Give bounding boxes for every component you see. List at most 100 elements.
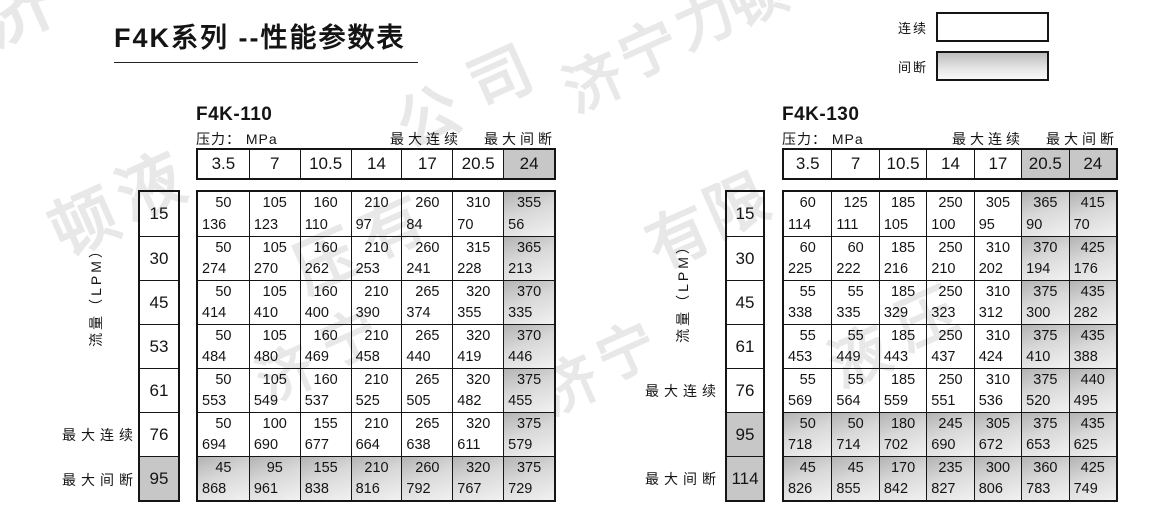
data-cell: 55 569 <box>784 368 832 412</box>
cell-bottom-value: 505 <box>406 393 431 410</box>
data-cell: 435 625 <box>1068 412 1116 456</box>
cell-bottom-value: 638 <box>406 437 431 454</box>
cell-bottom-value: 374 <box>406 305 431 322</box>
data-cell: 55 564 <box>831 368 879 412</box>
cell-bottom-value: 194 <box>1026 261 1051 278</box>
cell-bottom-value: 312 <box>978 305 1003 322</box>
cell-top-value: 375 <box>516 416 542 432</box>
data-cell: 210 253 <box>350 236 402 280</box>
cell-bottom-value: 767 <box>457 481 482 498</box>
cell-top-value: 250 <box>938 284 963 300</box>
flow-header-cell: 61 <box>140 368 178 412</box>
max-continuous-column-label: 最大连续 <box>952 131 1024 147</box>
cell-top-value: 55 <box>847 328 864 344</box>
pressure-header-cell: 10.5 <box>299 150 351 178</box>
cell-bottom-value: 816 <box>355 481 380 498</box>
cell-bottom-value: 569 <box>788 393 813 410</box>
cell-top-value: 375 <box>1033 284 1058 300</box>
pressure-header-cell: 14 <box>350 150 402 178</box>
legend: 连续 间断 <box>894 12 1049 90</box>
data-cell: 260 792 <box>401 456 453 500</box>
data-cell: 265 374 <box>401 280 453 324</box>
flow-header-cell: 15 <box>149 204 169 223</box>
cell-top-value: 320 <box>466 372 491 388</box>
cell-top-value: 250 <box>938 328 963 344</box>
cell-bottom-value: 495 <box>1073 393 1098 410</box>
data-cell: 55 335 <box>831 280 879 324</box>
data-cell: 435 388 <box>1068 324 1116 368</box>
cell-bottom-value: 400 <box>304 305 329 322</box>
cell-bottom-value: 855 <box>836 481 861 498</box>
pressure-header-cell: 17 <box>401 150 452 178</box>
cell-top-value: 95 <box>266 460 283 476</box>
flow-header-cell: 95 <box>727 412 763 456</box>
cell-top-value: 50 <box>215 284 232 300</box>
cell-bottom-value: 270 <box>253 261 279 278</box>
title-underline <box>114 62 418 63</box>
pressure-header-cell: 3.5 <box>211 154 236 173</box>
cell-top-value: 245 <box>938 416 963 432</box>
cell-bottom-value: 827 <box>931 481 956 498</box>
data-cell: 300 806 <box>973 456 1022 500</box>
data-cell: 105 270 <box>248 236 300 280</box>
cell-top-value: 425 <box>1080 460 1105 476</box>
cell-bottom-value: 228 <box>457 261 482 278</box>
data-cell: 320 355 <box>452 280 504 324</box>
cell-bottom-value: 664 <box>355 437 380 454</box>
watermark-text: 力 <box>665 0 745 63</box>
pressure-header-cell: 7 <box>831 150 878 178</box>
cell-bottom-value: 551 <box>931 393 956 410</box>
cell-bottom-value: 105 <box>883 217 909 234</box>
flow-header-cell: 45 <box>727 280 763 324</box>
flow-header-cell: 45 <box>140 280 178 324</box>
pressure-header-row: 3.5 7 10.5 14 17 20.5 24 <box>782 148 1118 180</box>
data-cell: 60 222 <box>831 236 879 280</box>
cell-top-value: 45 <box>799 460 816 476</box>
cell-bottom-value: 241 <box>406 261 431 278</box>
cell-bottom-value: 842 <box>883 481 909 498</box>
flow-axis-label: 流量（LPM） <box>675 237 691 343</box>
cell-top-value: 305 <box>985 195 1011 211</box>
pressure-header-cell: 20.5 <box>452 150 503 178</box>
cell-bottom-value: 868 <box>202 481 227 498</box>
cell-top-value: 210 <box>364 372 389 388</box>
cell-top-value: 260 <box>415 195 440 211</box>
cell-top-value: 45 <box>215 460 232 476</box>
flow-header-cell: 61 <box>727 324 763 368</box>
pressure-axis-label: 压力： MPa <box>782 131 864 147</box>
data-cell: 160 537 <box>299 368 351 412</box>
cell-bottom-value: 714 <box>836 437 861 454</box>
cell-top-value: 265 <box>415 372 440 388</box>
cell-top-value: 375 <box>1033 328 1058 344</box>
cell-top-value: 210 <box>364 284 389 300</box>
cell-top-value: 365 <box>516 240 542 256</box>
cell-bottom-value: 482 <box>457 393 482 410</box>
data-cell: 105 549 <box>248 368 300 412</box>
cell-top-value: 50 <box>847 416 864 432</box>
cell-bottom-value: 792 <box>406 481 431 498</box>
data-cell: 55 449 <box>831 324 879 368</box>
data-cell: 45 868 <box>198 456 249 500</box>
cell-bottom-value: 625 <box>1073 437 1098 454</box>
cell-bottom-value: 437 <box>931 349 956 366</box>
cell-top-value: 265 <box>415 284 440 300</box>
data-cell: 210 390 <box>350 280 402 324</box>
cell-bottom-value: 440 <box>406 349 431 366</box>
cell-bottom-value: 210 <box>931 261 956 278</box>
data-cell: 245 690 <box>926 412 974 456</box>
legend-continuous-swatch <box>936 12 1049 42</box>
cell-bottom-value: 111 <box>836 217 859 234</box>
data-cell: 50 136 <box>198 192 249 236</box>
cell-bottom-value: 225 <box>788 261 813 278</box>
cell-bottom-value: 525 <box>355 393 380 410</box>
cell-bottom-value: 335 <box>508 305 533 322</box>
cell-top-value: 320 <box>466 460 491 476</box>
cell-top-value: 310 <box>985 328 1011 344</box>
cell-bottom-value: 749 <box>1073 481 1098 498</box>
data-cell: 310 202 <box>973 236 1022 280</box>
cell-top-value: 170 <box>890 460 916 476</box>
cell-top-value: 50 <box>215 416 232 432</box>
table-title: F4K-110 <box>196 104 273 125</box>
cell-top-value: 375 <box>1033 416 1058 432</box>
cell-top-value: 50 <box>215 195 232 211</box>
